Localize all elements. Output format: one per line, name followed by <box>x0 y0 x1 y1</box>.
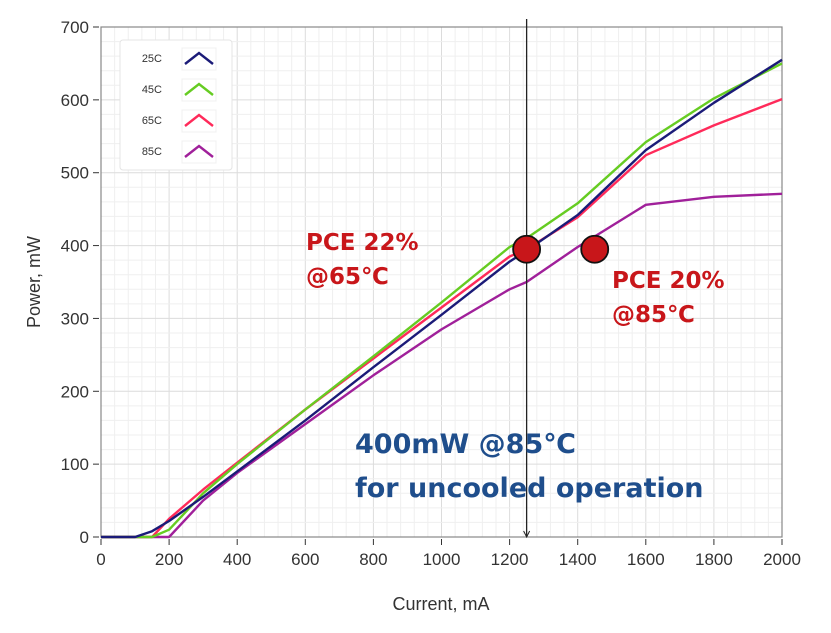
legend-swatch-icon <box>184 113 214 127</box>
legend-swatch-box <box>181 109 217 133</box>
series-line-85C <box>101 192 783 539</box>
x-tick-label: 600 <box>291 550 319 569</box>
plot-border <box>100 26 783 538</box>
series-line-45C <box>101 62 783 539</box>
legend-swatch-box <box>181 78 217 102</box>
series-line-65C <box>101 97 783 539</box>
legend-swatch-icon <box>184 51 214 65</box>
x-tick-label: 2000 <box>763 550 801 569</box>
x-tick-label: 1800 <box>695 550 733 569</box>
legend-label-25C: 25C <box>142 53 162 65</box>
legend-label-45C: 45C <box>142 84 162 96</box>
legend-swatch-box <box>181 47 217 71</box>
y-tick-label: 400 <box>61 237 89 256</box>
x-tick-label: 1400 <box>559 550 597 569</box>
x-tick-label: 200 <box>155 550 183 569</box>
legend-swatch-icon <box>184 144 214 158</box>
arrow-head-icon <box>523 530 531 539</box>
y-tick-label: 300 <box>61 309 89 328</box>
x-tick-label: 800 <box>359 550 387 569</box>
legend-swatch-box <box>181 140 217 164</box>
annotation-line: PCE 22% <box>306 230 419 256</box>
x-tick-label: 400 <box>223 550 251 569</box>
operating-point-marker <box>580 234 610 264</box>
legend-label-85C: 85C <box>142 146 162 158</box>
y-tick-label: 100 <box>61 455 89 474</box>
annotation-line: @85℃ <box>612 302 695 328</box>
y-tick-label: 500 <box>61 164 89 183</box>
axes: 0 200 400 600 800 1000 1200 1400 1600 1800 2000 0 10… <box>61 18 801 569</box>
legend-label-65C: 65C <box>142 115 162 127</box>
annotation-line: for uncooled operation <box>355 473 704 504</box>
operating-point-marker <box>512 234 542 264</box>
x-tick-label: 1000 <box>423 550 461 569</box>
legend-box <box>119 39 233 171</box>
series-line-25C <box>101 58 783 539</box>
annotation-line: PCE 20% <box>612 268 725 294</box>
legend-swatch-icon <box>184 82 214 96</box>
annotation-pce-20: PCE 20% @85℃ <box>612 268 725 328</box>
x-axis-label: Current, mA <box>392 594 489 614</box>
annotation-uncooled: 400mW @85℃ for uncooled operation <box>355 429 704 504</box>
legend: 25C 45C 65C 85C <box>119 39 233 171</box>
grid <box>100 26 783 538</box>
x-tick-label: 1200 <box>491 550 529 569</box>
annotation-pce-22: PCE 22% @65℃ <box>306 230 419 290</box>
y-tick-label: 0 <box>80 528 89 547</box>
y-tick-label: 200 <box>61 382 89 401</box>
y-axis-label: Power, mW <box>24 236 44 328</box>
annotation-line: @65℃ <box>306 264 389 290</box>
annotation-line: 400mW @85℃ <box>355 429 576 460</box>
markers <box>512 234 610 264</box>
y-tick-label: 700 <box>61 18 89 37</box>
x-tick-label: 0 <box>96 550 105 569</box>
x-tick-label: 1600 <box>627 550 665 569</box>
marker-line <box>523 19 531 539</box>
series-lines <box>101 58 783 539</box>
y-tick-label: 600 <box>61 91 89 110</box>
